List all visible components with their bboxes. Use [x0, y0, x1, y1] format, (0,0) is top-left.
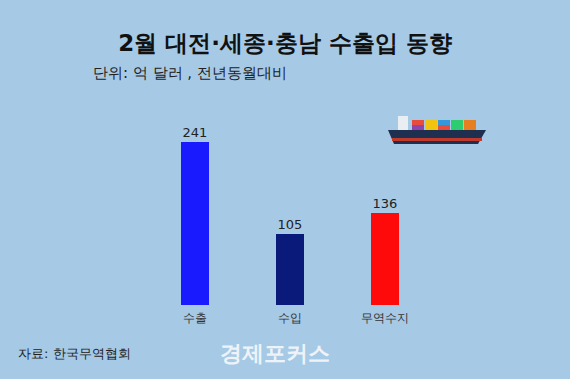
html-text:2월 대전·세종·충남 수출입 동향: 2월 대전·세종·충남 수출입 동향	[118, 30, 452, 56]
html-text:자료: 한국무역협회: 자료: 한국무역협회	[18, 346, 131, 361]
svg-text:수출: 수출	[183, 311, 207, 325]
svg-text:241: 241	[183, 125, 208, 140]
svg-text:무역수지: 무역수지	[361, 311, 409, 325]
svg-text:136: 136	[373, 196, 398, 211]
html-text:단위: 억 달러 , 전년동월대비: 단위: 억 달러 , 전년동월대비	[93, 64, 287, 82]
svg-text:수입: 수입	[278, 311, 302, 325]
html-text:경제포커스: 경제포커스	[220, 341, 330, 366]
svg-text:105: 105	[278, 217, 303, 232]
